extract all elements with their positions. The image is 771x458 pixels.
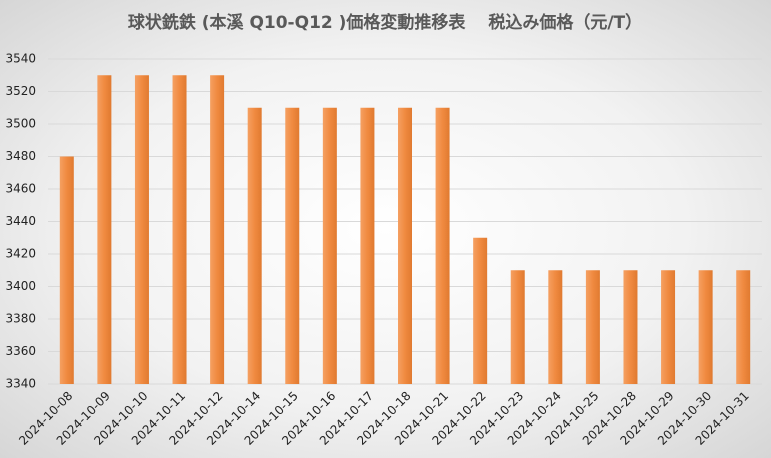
y-tick-label: 3520	[5, 84, 36, 98]
y-tick-label: 3400	[5, 279, 36, 293]
y-tick-label: 3440	[5, 214, 36, 228]
bar	[736, 270, 751, 384]
y-tick-label: 3540	[5, 52, 36, 66]
bar	[473, 237, 488, 384]
bar	[247, 107, 262, 384]
bar	[548, 270, 563, 384]
bar	[661, 270, 676, 384]
y-tick-label: 3340	[5, 377, 36, 391]
y-tick-label: 3380	[5, 312, 36, 326]
bar	[210, 75, 225, 384]
chart-title: 球状銑鉄 (本溪 Q10-Q12 )価格変動推移表 税込み価格（元/T）	[128, 12, 642, 33]
bar	[698, 270, 713, 384]
y-tick-label: 3420	[5, 247, 36, 261]
bar	[285, 107, 300, 384]
bar	[322, 107, 337, 384]
bar	[398, 107, 412, 384]
y-tick-label: 3460	[5, 182, 36, 196]
bar	[134, 75, 149, 384]
bar	[623, 270, 638, 384]
bar	[172, 75, 187, 384]
bar	[97, 75, 112, 384]
bar	[59, 156, 74, 384]
bar	[435, 107, 450, 384]
y-tick-label: 3360	[5, 344, 36, 358]
bar	[510, 270, 525, 384]
bar	[360, 107, 375, 384]
bar	[585, 270, 600, 384]
y-tick-label: 3500	[5, 117, 36, 131]
y-tick-label: 3480	[5, 149, 36, 163]
